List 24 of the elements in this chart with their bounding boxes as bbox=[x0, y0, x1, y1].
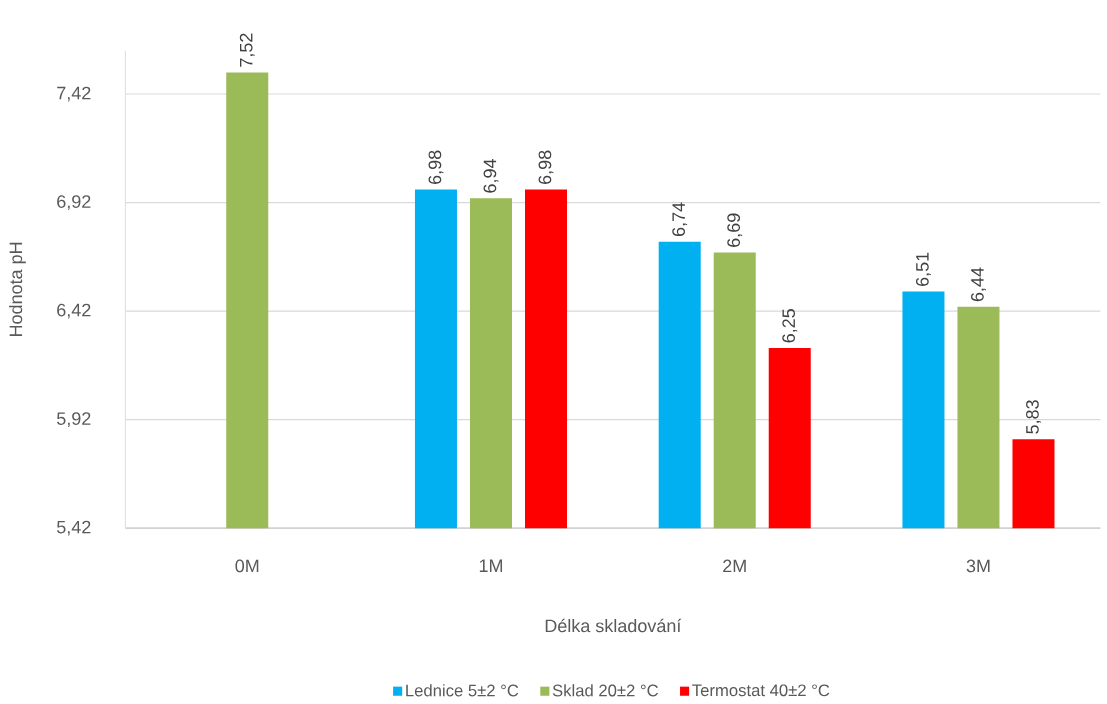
legend-label: Lednice 5±2 °C bbox=[406, 684, 519, 697]
data-label: 7,52 bbox=[239, 33, 255, 67]
data-label: 6,94 bbox=[483, 158, 499, 193]
x-tick-label: 2M bbox=[723, 559, 746, 573]
y-tick-label: 5,92 bbox=[56, 412, 91, 427]
data-label: 6,74 bbox=[672, 202, 688, 236]
legend-label: Sklad 20±2 °C bbox=[552, 684, 659, 697]
data-label: 6,98 bbox=[428, 150, 444, 184]
y-tick-label: 6,42 bbox=[57, 303, 91, 319]
data-label: 6,25 bbox=[782, 308, 798, 343]
y-tick-label: 6,92 bbox=[57, 195, 91, 210]
data-label: 6,44 bbox=[971, 267, 986, 302]
y-tick-label: 5,42 bbox=[56, 520, 91, 536]
legend-label: Termostat 40±2 °C bbox=[692, 684, 830, 697]
x-tick-label: 1M bbox=[479, 559, 503, 572]
data-label: 6,98 bbox=[538, 150, 554, 184]
x-axis-title: Délka skladování bbox=[545, 618, 682, 633]
x-tick-label: 0M bbox=[235, 559, 259, 573]
data-label: 6,69 bbox=[727, 213, 743, 247]
x-tick-label: 3M bbox=[966, 559, 990, 573]
data-label: 6,51 bbox=[916, 252, 931, 286]
y-axis-title: Hodnota pH bbox=[8, 242, 26, 336]
y-tick-label: 7,42 bbox=[57, 86, 91, 102]
data-label: 5,83 bbox=[1026, 400, 1041, 434]
